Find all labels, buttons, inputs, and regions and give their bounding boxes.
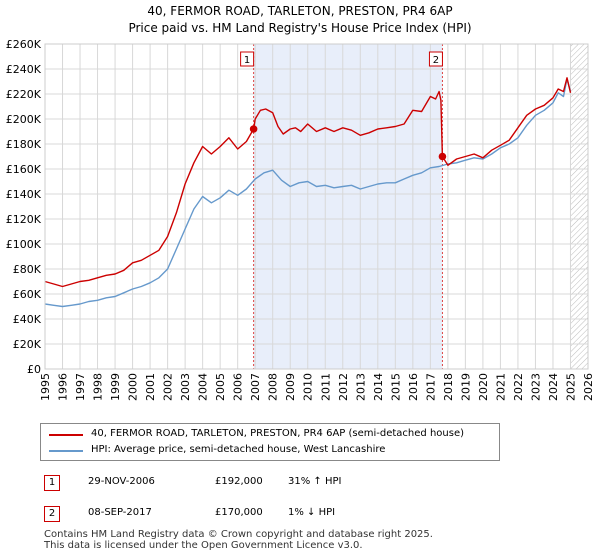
x-tick-label: 2020 <box>477 373 490 401</box>
transaction-price: £170,000 <box>215 507 263 518</box>
y-tick-label: £140K <box>6 188 42 201</box>
x-tick-label: 2008 <box>267 373 280 401</box>
y-tick-label: £80K <box>13 263 42 276</box>
x-tick-label: 2015 <box>389 373 402 401</box>
transaction-hpi-diff: 31% ↑ HPI <box>288 476 342 487</box>
footer-attribution: Contains HM Land Registry data © Crown c… <box>44 529 433 551</box>
y-tick-label: £220K <box>6 88 42 101</box>
series-line-hpi <box>44 78 572 308</box>
chart-legend: 40, FERMOR ROAD, TARLETON, PRESTON, PR4 … <box>40 423 500 461</box>
sale-point <box>249 125 258 133</box>
x-tick-label: 2022 <box>512 373 525 401</box>
transaction-price: £192,000 <box>215 476 263 487</box>
price-chart: 1 2 £0 £20K £40K £60K £80K £100K £120K £140K £160… <box>6 38 595 401</box>
x-tick-label: 2026 <box>582 373 595 401</box>
y-tick-label: £160K <box>6 163 42 176</box>
y-tick-label: £0 <box>27 363 41 376</box>
y-tick-label: £240K <box>6 63 42 76</box>
y-tick-label: £180K <box>6 138 42 151</box>
x-tick-label: 2002 <box>162 373 175 401</box>
x-tick-label: 1995 <box>39 373 52 401</box>
x-tick-label: 2010 <box>302 373 315 401</box>
y-tick-label: £100K <box>6 238 42 251</box>
plot-border <box>44 43 589 370</box>
legend-swatch-hpi <box>49 450 83 452</box>
legend-label-hpi: HPI: Average price, semi-detached house,… <box>91 444 386 455</box>
forecast-hatch-region <box>570 44 588 369</box>
transaction-date: 29-NOV-2006 <box>88 476 155 487</box>
transaction-row: 2 08-SEP-2017 £170,000 1% ↓ HPI <box>0 506 600 526</box>
x-tick-label: 2016 <box>407 373 420 401</box>
x-tick-label: 2024 <box>547 373 560 401</box>
chart-title-line2: Price paid vs. HM Land Registry's House … <box>128 21 472 35</box>
x-tick-label: 2021 <box>494 373 507 401</box>
footer-line-1: Contains HM Land Registry data © Crown c… <box>44 529 433 540</box>
x-tick-label: 2011 <box>319 373 332 401</box>
x-tick-label: 2025 <box>564 373 577 401</box>
sale-label-box <box>240 51 255 67</box>
x-tick-label: 2014 <box>372 373 385 401</box>
x-tick-label: 1997 <box>74 373 87 401</box>
x-tick-label: 2013 <box>354 373 367 401</box>
transaction-number-badge: 1 <box>44 475 60 491</box>
sale-period-shading <box>253 44 443 369</box>
legend-label-property: 40, FERMOR ROAD, TARLETON, PRESTON, PR4 … <box>91 428 465 439</box>
x-tick-label: 2009 <box>284 373 297 401</box>
y-tick-label: £200K <box>6 113 42 126</box>
x-tick-label: 1999 <box>109 373 122 401</box>
x-tick-label: 2018 <box>442 373 455 401</box>
x-tick-label: 1998 <box>92 373 105 401</box>
x-tick-label: 2012 <box>337 373 350 401</box>
x-tick-label: 2000 <box>127 373 140 401</box>
x-tick-label: 2001 <box>144 373 157 401</box>
x-tick-label: 2003 <box>179 373 192 401</box>
transaction-row: 1 29-NOV-2006 £192,000 31% ↑ HPI <box>0 475 600 495</box>
x-tick-label: 2007 <box>249 373 262 401</box>
chart-title-line1: 40, FERMOR ROAD, TARLETON, PRESTON, PR4 … <box>147 4 453 18</box>
sale-label-box <box>428 51 443 67</box>
x-tick-label: 2004 <box>197 373 210 401</box>
x-tick-label: 2019 <box>459 373 472 401</box>
sale-point <box>438 152 447 161</box>
y-tick-label: £60K <box>13 288 42 301</box>
y-tick-label: £20K <box>13 338 42 351</box>
legend-swatch-property <box>49 434 83 436</box>
footer-line-2: This data is licensed under the Open Gov… <box>44 540 363 551</box>
x-tick-label: 2017 <box>424 373 437 401</box>
x-tick-label: 2006 <box>232 373 245 401</box>
sale-label-text: 1 <box>244 55 250 66</box>
y-tick-label: £260K <box>6 38 42 51</box>
x-tick-label: 1996 <box>57 373 70 401</box>
sale-label-text: 2 <box>433 55 439 66</box>
x-tick-label: 2023 <box>529 373 542 401</box>
y-tick-label: £120K <box>6 213 42 226</box>
y-tick-label: £40K <box>13 313 42 326</box>
x-tick-label: 2005 <box>214 373 227 401</box>
transaction-hpi-diff: 1% ↓ HPI <box>288 507 336 518</box>
series-line-property <box>44 77 572 288</box>
transaction-number-badge: 2 <box>44 506 60 522</box>
transaction-date: 08-SEP-2017 <box>88 507 152 518</box>
